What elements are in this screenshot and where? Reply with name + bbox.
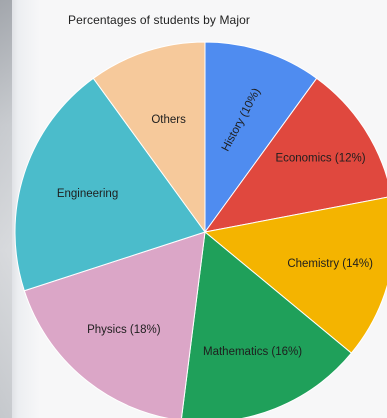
chart-title: Percentages of students by Major [68, 13, 250, 27]
pie-label-chemistry: Chemistry (14%) [287, 258, 373, 270]
pie-slice-economics [203, 77, 387, 233]
pie-slice-chemistry [203, 196, 387, 354]
pie-label-physics: Physics (18%) [87, 324, 161, 336]
pie-slice-engineering [14, 77, 206, 292]
window-edge [0, 0, 12, 418]
pie-slice-mathematics [180, 231, 353, 418]
pie-slice-history [204, 41, 318, 234]
pie-slices [14, 41, 387, 418]
pie-label-economics: Economics (12%) [275, 153, 365, 165]
pie-label-others: Others [151, 114, 186, 126]
pie-slice-physics [23, 231, 206, 418]
pie-label-engineering: Engineering [57, 188, 118, 200]
pie-slice-others [92, 41, 206, 234]
pie-label-mathematics: Mathematics (16%) [203, 346, 302, 358]
